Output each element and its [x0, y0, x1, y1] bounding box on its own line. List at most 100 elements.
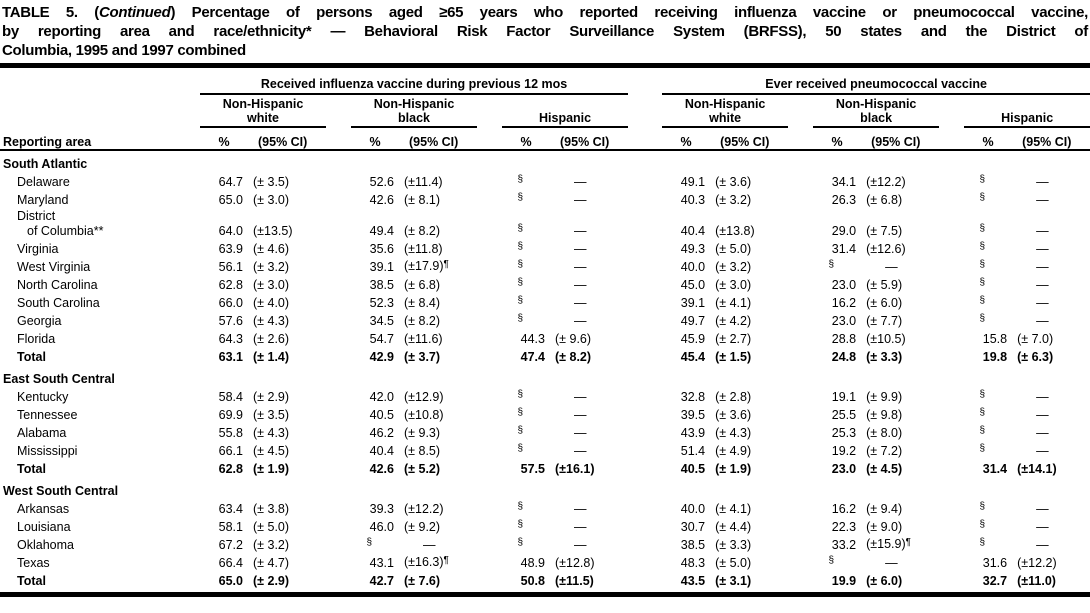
percent-value: 39.5: [680, 408, 706, 422]
column-gap: [788, 173, 813, 191]
column-gap: [788, 406, 813, 424]
ci-value-missing: —: [574, 193, 587, 207]
suppressed-footnote-mark: §: [828, 555, 835, 566]
ci-value: (± 3.2): [253, 538, 290, 552]
percent-value: 22.3: [831, 520, 857, 534]
column-gap: [788, 536, 813, 554]
ci-value: (± 4.2): [715, 314, 752, 328]
table-row: Delaware 64.7 (± 3.5) 52.6 (±11.4) § — 49.1 (± 3…: [0, 173, 1090, 191]
pilcrow-footnote-mark: ¶: [905, 537, 911, 548]
percent-value: 67.2: [218, 538, 243, 552]
column-gap: [788, 388, 813, 406]
percent-value-suppressed: §: [502, 536, 550, 554]
column-gap: [788, 518, 813, 536]
column-gap: [628, 330, 662, 348]
column-gap: [628, 276, 662, 294]
ci-value: (± 7.6): [404, 574, 441, 588]
table-row: Texas 66.4 (± 4.7) 43.1 (±16.3)¶ 48.9 (±12.8) 4…: [0, 554, 1090, 572]
ci-value: (±10.8): [404, 408, 444, 422]
percent-value-suppressed: §: [964, 209, 1012, 240]
ci-value: (±12.9): [404, 390, 444, 404]
ci-value: (± 4.4): [715, 520, 752, 534]
percent-value: 45.4: [680, 350, 706, 364]
column-gap: [628, 572, 662, 590]
subgroup-header-row: Non-Hispanic white Non-Hispanic black Hispan…: [0, 94, 1090, 128]
percent-value-suppressed: §: [964, 258, 1012, 276]
column-gap: [939, 240, 964, 258]
column-gap: [788, 94, 813, 127]
table-row: Total 62.8 (± 1.9) 42.6 (± 5.2) 57.5 (±16.1) 40…: [0, 460, 1090, 478]
column-gap: [628, 127, 663, 151]
ci-value: (±10.5): [866, 332, 906, 346]
column-gap: [477, 258, 502, 276]
percent-value: 42.6: [369, 462, 394, 476]
column-gap: [628, 406, 662, 424]
group-header-row: Received influenza vaccine during previo…: [0, 73, 1090, 95]
percent-value: 23.0: [831, 462, 857, 476]
column-gap: [628, 294, 662, 312]
percent-value: 49.4: [369, 224, 394, 238]
vaccine-coverage-table: Received influenza vaccine during previo…: [0, 73, 1090, 590]
column-gap: [788, 554, 813, 572]
ci-value-missing: —: [574, 408, 587, 422]
percent-value-suppressed: §: [502, 442, 550, 460]
ci-value: (± 3.6): [715, 175, 752, 189]
reporting-area-cell: Louisiana: [17, 520, 71, 534]
percent-value: 40.4: [369, 444, 394, 458]
column-gap: [788, 258, 813, 276]
ci-value: (± 1.9): [253, 462, 290, 476]
ci-value: (± 3.2): [715, 260, 752, 274]
ci-value: (± 4.7): [253, 556, 290, 570]
percent-value: 43.9: [680, 426, 706, 440]
suppressed-footnote-mark: §: [979, 174, 986, 185]
column-gap: [326, 191, 351, 209]
percent-value-suppressed: §: [964, 500, 1012, 518]
column-gap: [788, 240, 813, 258]
percent-value: 16.2: [831, 502, 857, 516]
percent-value: 19.2: [831, 444, 857, 458]
suppressed-footnote-mark: §: [979, 443, 986, 454]
suppressed-footnote-mark: §: [979, 407, 986, 418]
percent-value-suppressed: §: [502, 312, 550, 330]
reporting-area-cell: District of Columbia**: [17, 209, 104, 238]
percent-value-suppressed: §: [502, 406, 550, 424]
percent-value: 35.6: [369, 242, 394, 256]
column-gap: [326, 536, 351, 554]
ci-value-missing: —: [574, 242, 587, 256]
table-row: Total 65.0 (± 2.9) 42.7 (± 7.6) 50.8 (±11.5) 43…: [0, 572, 1090, 590]
ci-value: (± 8.2): [555, 350, 592, 364]
percent-value: 63.9: [218, 242, 243, 256]
table-row: Mississippi 66.1 (± 4.5) 40.4 (± 8.5) § — 51.4 (…: [0, 442, 1090, 460]
column-gap: [939, 330, 964, 348]
ci-header: (95% CI): [399, 127, 477, 151]
column-gap: [326, 209, 351, 240]
suppressed-footnote-mark: §: [979, 537, 986, 548]
percent-value-suppressed: §: [964, 276, 1012, 294]
percent-value: 40.0: [680, 502, 706, 516]
suppressed-footnote-mark: §: [517, 389, 523, 400]
section-header-row: East South Central: [0, 366, 1090, 388]
ci-header: (95% CI): [1012, 127, 1090, 151]
reporting-area-cell: Mississippi: [17, 444, 78, 458]
column-gap: [326, 312, 351, 330]
percent-value-suppressed: §: [502, 209, 550, 240]
ci-value: (± 6.0): [866, 296, 903, 310]
percent-value: 26.3: [831, 193, 857, 207]
ci-value: (± 4.6): [253, 242, 290, 256]
column-gap: [326, 330, 351, 348]
percent-value: 54.7: [369, 332, 394, 346]
percent-value: 43.1: [369, 556, 394, 570]
percent-value: 66.0: [218, 296, 243, 310]
column-gap: [939, 500, 964, 518]
percent-value-suppressed: §: [502, 276, 550, 294]
percent-header: %: [662, 127, 711, 151]
ci-value: (±11.0): [1017, 574, 1056, 588]
ci-value: (± 8.5): [404, 444, 441, 458]
column-gap: [477, 240, 502, 258]
column-gap: [326, 406, 351, 424]
percent-value: 42.7: [369, 574, 394, 588]
percent-value: 19.1: [831, 390, 857, 404]
suppressed-footnote-mark: §: [979, 277, 986, 288]
percent-value: 62.8: [218, 278, 243, 292]
column-gap: [628, 73, 662, 94]
